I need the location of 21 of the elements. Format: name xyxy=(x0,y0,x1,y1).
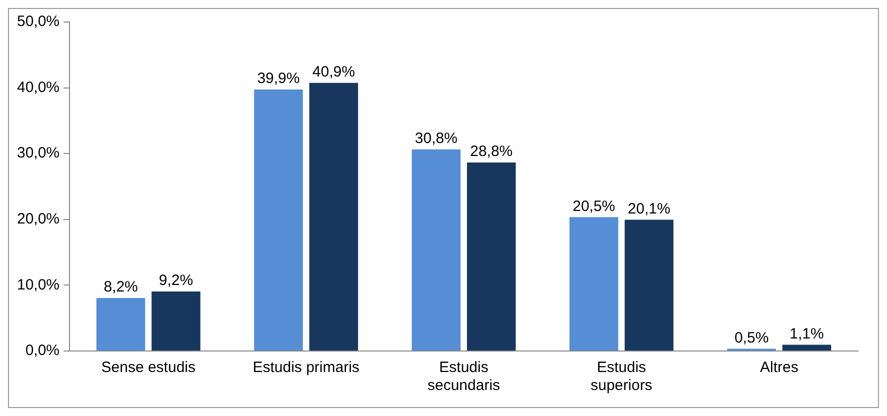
data-label: 1,1% xyxy=(790,325,824,342)
y-tick-label: 10,0% xyxy=(16,276,60,294)
y-tick-label: 0,0% xyxy=(25,342,60,360)
data-label: 28,8% xyxy=(470,143,513,160)
y-tick-label: 30,0% xyxy=(16,144,60,162)
x-tick-label: Estudis secundaris xyxy=(427,359,500,394)
x-tick-label: Altres xyxy=(760,359,798,376)
y-tick-label: 50,0% xyxy=(16,13,60,30)
data-label: 20,1% xyxy=(628,200,670,218)
data-label: 0,5% xyxy=(734,329,769,346)
data-label: 20,5% xyxy=(572,198,616,215)
data-label: 39,9% xyxy=(257,70,300,88)
data-label: 40,9% xyxy=(312,64,355,81)
data-label: 30,8% xyxy=(414,130,458,147)
data-label: 8,2% xyxy=(104,278,138,296)
data-label: 9,2% xyxy=(158,272,194,290)
x-tick-label: Sense estudis xyxy=(101,359,196,376)
y-tick-label: 40,0% xyxy=(16,78,60,96)
x-tick-label: Estudis primaris xyxy=(252,359,360,376)
x-tick-label: Estudis superiors xyxy=(590,359,652,394)
y-tick-label: 20,0% xyxy=(16,210,60,228)
